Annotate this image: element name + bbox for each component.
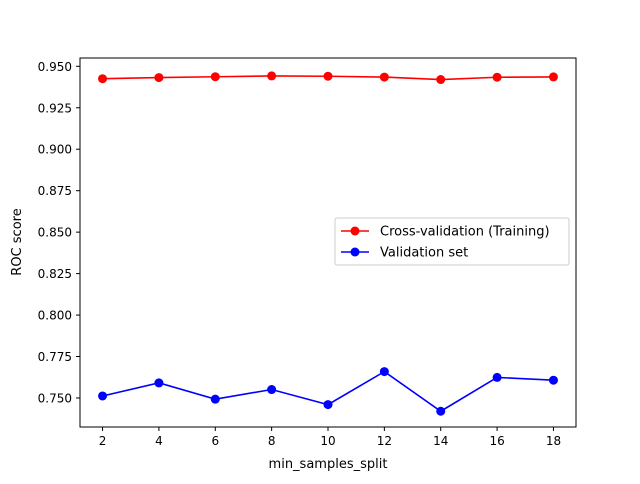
x-tick-label: 14 (433, 434, 448, 448)
y-tick-label: 0.850 (38, 226, 72, 240)
legend-marker-training (350, 226, 360, 236)
series-training (98, 71, 558, 85)
y-tick-label: 0.900 (38, 143, 72, 157)
y-tick-label: 0.800 (38, 309, 72, 323)
y-tick-label: 0.875 (38, 184, 72, 198)
data-point-validation (492, 372, 502, 382)
data-point-validation (436, 406, 446, 416)
data-point-training (154, 73, 164, 83)
x-tick-label: 12 (377, 434, 392, 448)
data-point-training (210, 72, 220, 82)
data-point-validation (548, 375, 558, 385)
data-point-training (98, 74, 108, 84)
data-point-validation (323, 400, 333, 410)
y-tick-label: 0.950 (38, 60, 72, 74)
x-tick-label: 16 (489, 434, 504, 448)
legend-label-validation: Validation set (380, 246, 468, 261)
y-tick-label: 0.750 (38, 391, 72, 405)
y-tick-label: 0.925 (38, 101, 72, 115)
x-tick-label: 6 (211, 434, 219, 448)
y-tick-label: 0.775 (38, 350, 72, 364)
x-axis-label: min_samples_split (269, 457, 388, 472)
x-tick-label: 4 (155, 434, 163, 448)
data-point-training (548, 72, 558, 82)
legend-label-training: Cross-validation (Training) (380, 225, 550, 240)
legend-box (334, 217, 570, 266)
data-point-validation (154, 378, 164, 388)
data-point-validation (98, 391, 108, 401)
series-layer (98, 71, 558, 416)
y-axis-label: ROC score (10, 208, 25, 275)
y-tick-label: 0.825 (38, 267, 72, 281)
legend: Cross-validation (Training) Validation s… (334, 217, 570, 266)
data-point-training (267, 71, 277, 81)
x-tick-label: 2 (99, 434, 107, 448)
data-point-training (379, 72, 389, 82)
data-point-training (323, 71, 333, 81)
plot-frame (79, 57, 577, 428)
x-tick-label: 10 (320, 434, 335, 448)
data-point-validation (379, 367, 389, 377)
x-tick-label: 8 (268, 434, 276, 448)
data-point-validation (267, 385, 277, 395)
x-tick-label: 18 (546, 434, 561, 448)
data-point-training (492, 72, 502, 82)
data-point-validation (210, 394, 220, 404)
series-validation (98, 367, 558, 416)
data-point-training (436, 75, 446, 85)
legend-marker-validation (350, 247, 360, 257)
ticks-layer: 2 4 6 8 10 12 14 16 18 0.750 0.775 0.800 0.825 0.850 0… (38, 60, 561, 448)
